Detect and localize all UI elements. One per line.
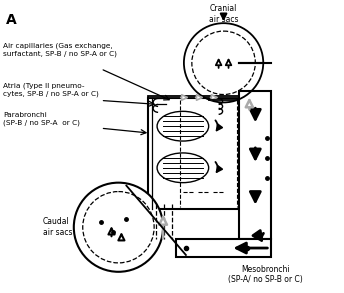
Bar (239, 91, 271, 239)
Ellipse shape (157, 111, 209, 141)
Bar (148, 98, 239, 209)
Text: A: A (6, 13, 17, 27)
Text: Caudal
air sacs: Caudal air sacs (43, 217, 73, 237)
Bar (176, 239, 271, 257)
Text: Cranial
air sacs: Cranial air sacs (209, 4, 238, 24)
Bar (148, 96, 271, 98)
Circle shape (74, 183, 163, 272)
Ellipse shape (157, 153, 209, 183)
Text: Air capillaries (Gas exchange,
surfactant, SP-B / no SP-A or C): Air capillaries (Gas exchange, surfactan… (3, 43, 117, 57)
Text: Mesobronchi
(SP-A/ no SP-B or C): Mesobronchi (SP-A/ no SP-B or C) (228, 265, 303, 284)
Text: Atria (Type II pneumo-
cytes, SP-B / no SP-A or C): Atria (Type II pneumo- cytes, SP-B / no … (3, 83, 99, 97)
Text: Parabronchi
(SP-B / no SP-A  or C): Parabronchi (SP-B / no SP-A or C) (3, 112, 80, 126)
